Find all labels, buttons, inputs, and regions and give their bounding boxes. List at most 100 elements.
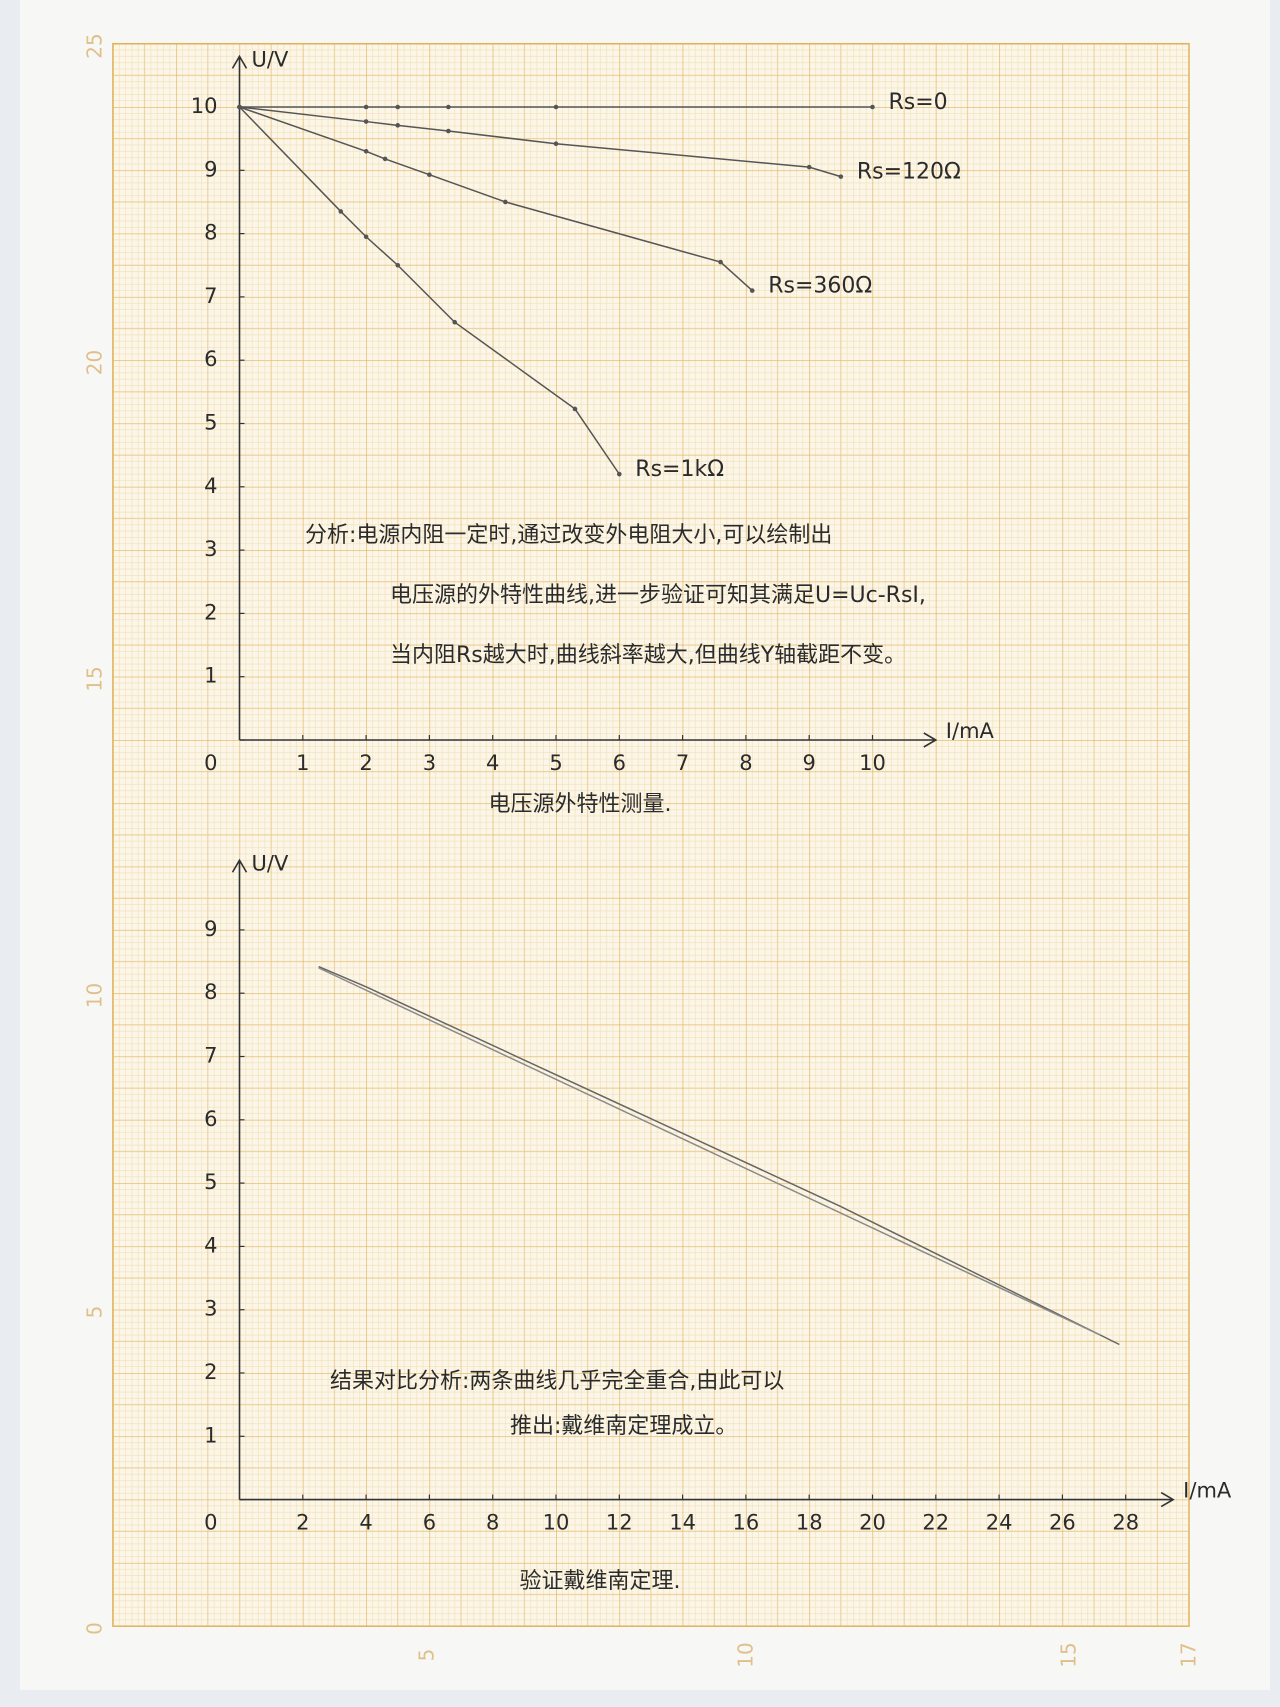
- paper-scale-label: 20: [83, 350, 107, 375]
- y-tick-label: 9: [204, 157, 217, 181]
- data-point: [749, 288, 755, 293]
- y-tick-label: 1: [204, 664, 217, 688]
- x-tick-label: 9: [803, 751, 816, 775]
- data-point: [395, 262, 401, 268]
- data-point: [446, 128, 451, 134]
- y-tick-label: 8: [204, 980, 217, 1004]
- x-tick-label: 6: [613, 751, 626, 775]
- x-axis-label: I/mA: [1183, 1479, 1232, 1503]
- series-label: Rs=1kΩ: [635, 457, 724, 482]
- data-point: [718, 259, 723, 265]
- x-tick-label: 2: [359, 751, 372, 775]
- x-tick-label: 3: [423, 751, 436, 775]
- y-tick-label: 6: [204, 347, 217, 371]
- y-tick-label: 3: [204, 1297, 217, 1321]
- data-point: [553, 104, 559, 110]
- x-tick-label: 1: [296, 751, 309, 775]
- series-line: [318, 967, 1101, 1336]
- data-point: [446, 104, 451, 110]
- y-tick-label: 1: [204, 1423, 217, 1447]
- x-tick-label: 28: [1112, 1511, 1139, 1535]
- x-tick-label: 26: [1049, 1511, 1076, 1535]
- chart-title: 验证戴维南定理.: [520, 1569, 681, 1594]
- x-tick-label: 16: [733, 1511, 760, 1535]
- data-point: [237, 104, 242, 110]
- y-tick-label: 5: [204, 1170, 217, 1194]
- x-axis-label: I/mA: [946, 719, 995, 743]
- x-tick-label: 7: [676, 751, 689, 775]
- y-tick-label: 0: [204, 1511, 217, 1535]
- paper-scale-label: 10: [83, 983, 107, 1008]
- x-tick-label: 6: [423, 1511, 436, 1535]
- x-tick-label: 2: [296, 1511, 309, 1535]
- x-axis: [239, 1491, 1175, 1508]
- data-point: [806, 164, 812, 170]
- annotation: 分析:电源内阻一定时,通过改变外电阻大小,可以绘制出: [305, 523, 832, 548]
- y-tick-label: 7: [204, 284, 217, 308]
- data-point: [452, 319, 458, 325]
- chart-title: 电压源外特性测量.: [489, 792, 672, 817]
- x-tick-label: 8: [486, 1511, 499, 1535]
- series-label: Rs=0: [889, 90, 948, 115]
- y-tick-label: 7: [204, 1044, 217, 1068]
- paper-scale-label: 5: [83, 1306, 107, 1319]
- series-label: Rs=360Ω: [768, 274, 872, 299]
- x-tick-label: 10: [859, 751, 886, 775]
- x-tick-label: 4: [486, 751, 499, 775]
- y-tick-label: 2: [204, 600, 217, 624]
- data-point: [363, 149, 369, 154]
- x-tick-label: 10: [543, 1511, 570, 1535]
- y-tick-label: 0: [204, 751, 217, 775]
- annotation: 推出:戴维南定理成立。: [510, 1414, 737, 1439]
- data-point: [427, 172, 432, 178]
- paper-scale-label: 0: [83, 1622, 107, 1635]
- y-axis-label: U/V: [252, 47, 289, 71]
- y-tick-label: 5: [204, 411, 217, 435]
- x-tick-label: 5: [549, 751, 562, 775]
- data-point: [838, 174, 844, 179]
- series-label: Rs=120Ω: [857, 160, 961, 185]
- x-axis: [239, 732, 938, 748]
- paper-scale-label: 17: [1177, 1642, 1201, 1667]
- y-axis-label: U/V: [252, 851, 289, 875]
- x-tick-label: 14: [669, 1511, 696, 1535]
- data-point: [363, 104, 369, 110]
- data-point: [382, 156, 388, 162]
- y-axis: [231, 858, 248, 1500]
- y-tick-label: 3: [204, 537, 217, 561]
- data-point: [503, 199, 508, 205]
- annotation: 结果对比分析:两条曲线几乎完全重合,由此可以: [330, 1369, 784, 1394]
- grid: [112, 42, 1190, 1627]
- paper-scale-label: 10: [734, 1642, 758, 1667]
- y-tick-label: 4: [204, 1233, 217, 1257]
- y-tick-label: 8: [204, 221, 217, 245]
- x-tick-label: 24: [986, 1511, 1013, 1535]
- x-tick-label: 12: [606, 1511, 633, 1535]
- x-tick-label: 22: [922, 1511, 949, 1535]
- series-line: [318, 965, 1120, 1346]
- y-tick-label: 6: [204, 1107, 217, 1131]
- paper-scale-label: 15: [83, 666, 107, 691]
- x-tick-label: 4: [359, 1511, 372, 1535]
- x-tick-label: 8: [739, 751, 752, 775]
- data-point: [363, 119, 369, 124]
- paper-scale-label: 15: [1057, 1642, 1081, 1667]
- data-point: [617, 471, 622, 477]
- y-tick-label: 4: [204, 474, 217, 498]
- data-point: [395, 104, 401, 110]
- annotation: 电压源的外特性曲线,进一步验证可知其满足U=Uc-RsI,: [390, 583, 926, 608]
- data-point: [870, 104, 875, 110]
- data-point: [363, 234, 369, 240]
- data-point: [338, 209, 344, 214]
- paper-scale-label: 5: [415, 1649, 439, 1662]
- x-tick-label: 18: [796, 1511, 823, 1535]
- x-tick-label: 20: [859, 1511, 886, 1535]
- y-tick-label: 10: [191, 94, 218, 118]
- data-point: [395, 123, 401, 128]
- data-point: [572, 406, 578, 412]
- y-tick-label: 2: [204, 1360, 217, 1384]
- paper-scale-label: 25: [83, 33, 107, 58]
- data-point: [553, 141, 559, 147]
